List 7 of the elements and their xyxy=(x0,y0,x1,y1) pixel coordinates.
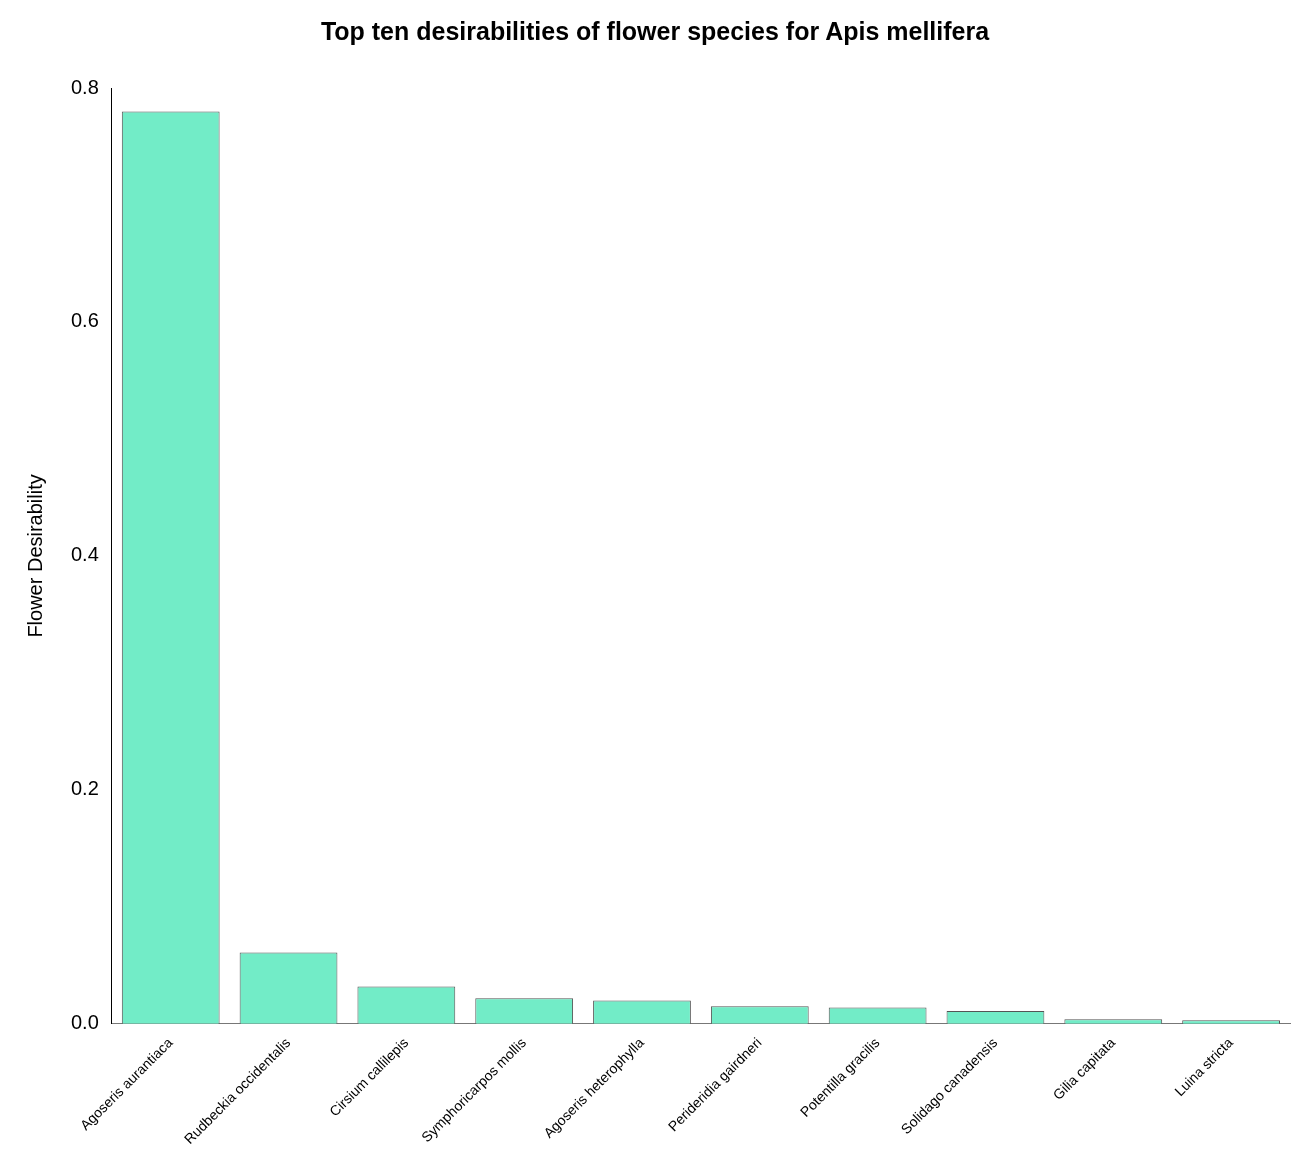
y-tick-label: 0.8 xyxy=(70,75,99,98)
y-tick-label: 0.2 xyxy=(70,777,99,800)
y-tick-label: 0.4 xyxy=(70,543,99,566)
chart-title: Top ten desirabilities of flower species for Apis mellifera xyxy=(320,16,991,45)
y-tick-label: 0.6 xyxy=(70,309,99,332)
y-tick-label: 0.0 xyxy=(70,1011,99,1034)
y-axis-title: Flower Desirability xyxy=(23,474,46,638)
